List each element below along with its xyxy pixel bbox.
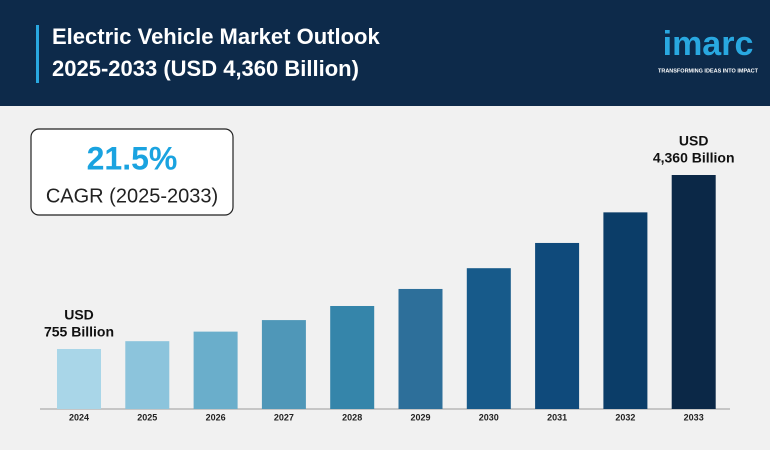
bar bbox=[603, 212, 648, 409]
header-band bbox=[0, 0, 770, 106]
x-tick-label: 2032 bbox=[615, 412, 635, 422]
cagr-value: 21.5% bbox=[87, 140, 178, 176]
brand-logo: imarc bbox=[663, 25, 754, 63]
bar bbox=[671, 175, 716, 409]
bar bbox=[398, 288, 443, 409]
brand-tagline: TRANSFORMING IDEAS INTO IMPACT bbox=[658, 68, 759, 74]
x-tick-label: 2028 bbox=[342, 412, 362, 422]
value-label: 4,360 Billion bbox=[653, 150, 735, 166]
x-tick-label: 2033 bbox=[684, 412, 704, 422]
bar bbox=[466, 268, 511, 409]
x-tick-label: 2027 bbox=[274, 412, 294, 422]
value-label: USD bbox=[679, 133, 709, 149]
x-tick-label: 2025 bbox=[137, 412, 157, 422]
cagr-box bbox=[30, 128, 234, 216]
bar bbox=[261, 320, 306, 409]
x-tick-label: 2031 bbox=[547, 412, 567, 422]
x-tick-label: 2026 bbox=[206, 412, 226, 422]
x-tick-label: 2024 bbox=[69, 412, 89, 422]
header-accent bbox=[36, 25, 39, 83]
chart-title: Electric Vehicle Market Outlook bbox=[52, 24, 380, 49]
x-tick-label: 2029 bbox=[410, 412, 430, 422]
bar bbox=[535, 242, 580, 409]
bar bbox=[193, 331, 238, 409]
x-tick-label: 2030 bbox=[479, 412, 499, 422]
bar bbox=[125, 341, 170, 409]
value-label: USD bbox=[64, 307, 94, 323]
bar bbox=[330, 305, 375, 409]
value-label: 755 Billion bbox=[44, 324, 114, 340]
bar bbox=[57, 349, 101, 409]
cagr-label: CAGR (2025-2033) bbox=[46, 185, 218, 207]
chart-subtitle: 2025-2033 (USD 4,360 Billion) bbox=[52, 56, 359, 81]
